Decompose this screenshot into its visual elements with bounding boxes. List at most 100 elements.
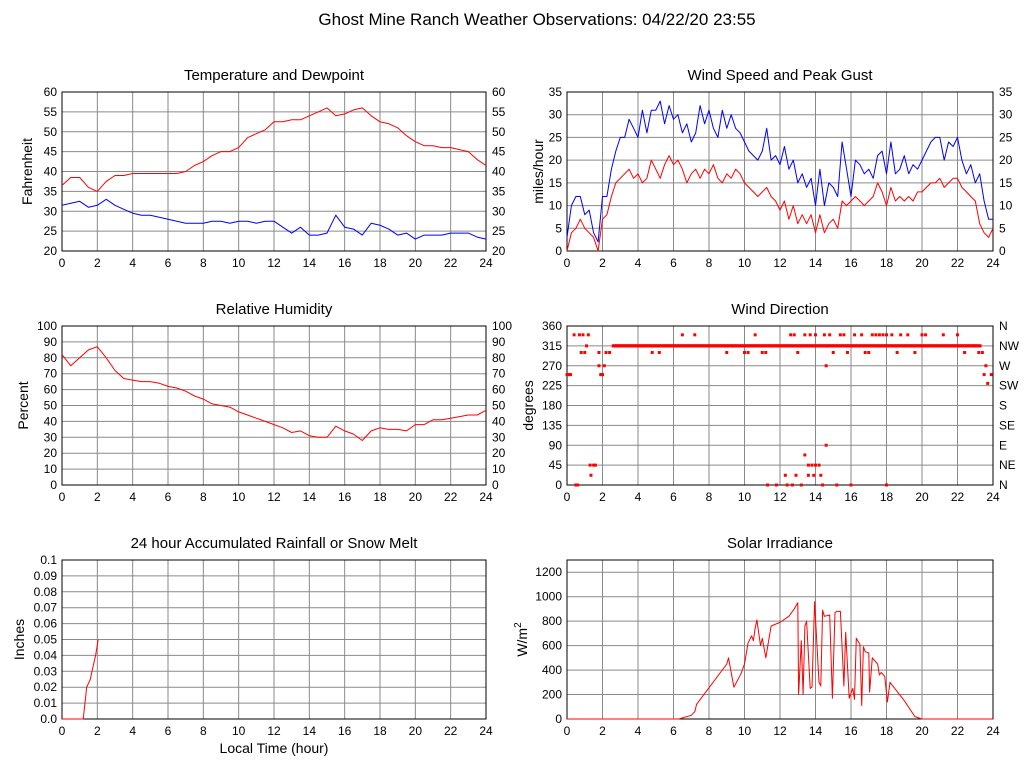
- wind-direction-point: [874, 333, 878, 337]
- wind-direction-point: [881, 333, 885, 337]
- wind-direction-point: [860, 333, 864, 337]
- y-axis-label-text: Fahrenheit: [19, 138, 35, 205]
- x-tick-label: 2: [599, 256, 606, 270]
- x-tick-label: 22: [951, 490, 965, 504]
- x-tick-label: 10: [232, 724, 246, 738]
- y-axis-label: miles/hour: [530, 139, 546, 204]
- main-title: Ghost Mine Ranch Weather Observations: 0…: [318, 10, 755, 29]
- y-right-tick-label: 0: [999, 244, 1006, 258]
- x-tick-label: 2: [599, 490, 606, 504]
- wind-direction-point: [824, 364, 828, 368]
- wind-direction-point: [790, 483, 794, 487]
- y-tick-label: 60: [44, 85, 58, 99]
- y-tick-label: 0: [555, 244, 562, 258]
- x-tick-label: 24: [986, 490, 1000, 504]
- wind-direction-point: [785, 483, 789, 487]
- x-tick-label: 22: [951, 256, 965, 270]
- wind-direction-point: [977, 351, 981, 354]
- wind-direction-point: [984, 364, 988, 368]
- wind-direction-point: [814, 333, 817, 337]
- wind-direction-point: [574, 483, 578, 487]
- wind-direction-point: [597, 351, 601, 354]
- wind-direction-point: [814, 463, 817, 467]
- x-tick-label: 12: [267, 490, 281, 504]
- y-tick-label: 20: [549, 153, 563, 167]
- y-right-tick-label: 0: [492, 478, 499, 492]
- series-line-dewpoint: [61, 198, 487, 240]
- wind-direction-point: [812, 473, 816, 477]
- y-right-tick-label: 90: [492, 335, 506, 349]
- y-tick-label: 50: [44, 125, 58, 139]
- panel-title: Wind Direction: [731, 301, 829, 318]
- y-right-tick-label: 45: [492, 145, 506, 159]
- panel-title: Relative Humidity: [216, 301, 333, 318]
- x-tick-label: 6: [670, 490, 677, 504]
- y-axis-label-text: miles/hour: [530, 139, 546, 204]
- y-right-tick-label: 100: [492, 319, 512, 333]
- x-tick-label: 8: [706, 256, 713, 270]
- y-tick-label: 20: [44, 244, 58, 258]
- y-tick-label: 0: [555, 478, 562, 492]
- wind-direction-point: [774, 483, 778, 487]
- wind-direction-point: [803, 333, 807, 337]
- x-tick-label: 8: [200, 256, 207, 270]
- x-tick-label: 6: [165, 256, 172, 270]
- wind-direction-point: [821, 483, 825, 487]
- x-tick-label: 10: [738, 256, 752, 270]
- x-tick-label: 12: [773, 490, 787, 504]
- series-line-relative-humidity: [61, 346, 487, 441]
- wind-direction-point: [982, 373, 986, 377]
- wind-direction-point: [808, 333, 812, 337]
- x-tick-label: 4: [129, 724, 136, 738]
- wind-direction-point: [725, 351, 729, 354]
- wind-direction-point: [680, 333, 684, 337]
- wind-direction-point: [657, 351, 661, 354]
- wind-direction-point: [803, 453, 807, 457]
- y-right-tick-label: 25: [999, 130, 1013, 144]
- y-right-tick-label: 50: [492, 125, 506, 139]
- x-tick-label: 22: [444, 256, 458, 270]
- wind-direction-point: [978, 344, 982, 348]
- x-tick-label: 24: [986, 256, 1000, 270]
- y-right-tick-label: E: [999, 438, 1007, 452]
- wind-direction-point: [899, 333, 903, 337]
- y-tick-label: 1200: [535, 565, 562, 579]
- y-tick-label: 10: [44, 462, 58, 476]
- x-tick-label: 20: [409, 490, 423, 504]
- x-tick-label: 8: [200, 490, 207, 504]
- x-tick-label: 8: [200, 724, 207, 738]
- wind-direction-point: [601, 373, 604, 377]
- x-tick-label: 12: [773, 724, 787, 738]
- x-tick-label: 18: [373, 256, 387, 270]
- y-right-tick-label: 60: [492, 383, 506, 397]
- x-tick-label: 2: [599, 724, 606, 738]
- y-axis-label-text: W/m: [514, 628, 530, 657]
- x-tick-label: 22: [444, 490, 458, 504]
- x-tick-label: 0: [59, 256, 66, 270]
- y-tick-label: 40: [44, 414, 58, 428]
- wind-direction-point: [583, 351, 587, 354]
- wind-direction-point: [579, 351, 583, 354]
- x-tick-label: 6: [165, 724, 172, 738]
- y-axis-label: W/m2: [513, 622, 530, 657]
- y-tick-label: 70: [44, 367, 58, 381]
- x-tick-label: 16: [844, 490, 858, 504]
- x-tick-label: 20: [915, 256, 929, 270]
- wind-direction-point: [822, 333, 826, 337]
- y-axis-label: Fahrenheit: [19, 138, 35, 205]
- y-tick-label: 40: [44, 165, 58, 179]
- x-tick-label: 20: [915, 490, 929, 504]
- y-right-tick-label: S: [999, 399, 1007, 413]
- wind-direction-point: [792, 333, 796, 337]
- wind-direction-point: [597, 364, 601, 368]
- x-tick-label: 18: [373, 490, 387, 504]
- y-right-tick-label: 35: [492, 184, 506, 198]
- plot-frame: [566, 325, 994, 486]
- wind-direction-point: [783, 473, 787, 477]
- x-tick-label: 14: [809, 724, 823, 738]
- y-right-tick-label: 60: [492, 85, 506, 99]
- y-right-tick-label: 30: [999, 108, 1013, 122]
- x-tick-label: 0: [59, 490, 66, 504]
